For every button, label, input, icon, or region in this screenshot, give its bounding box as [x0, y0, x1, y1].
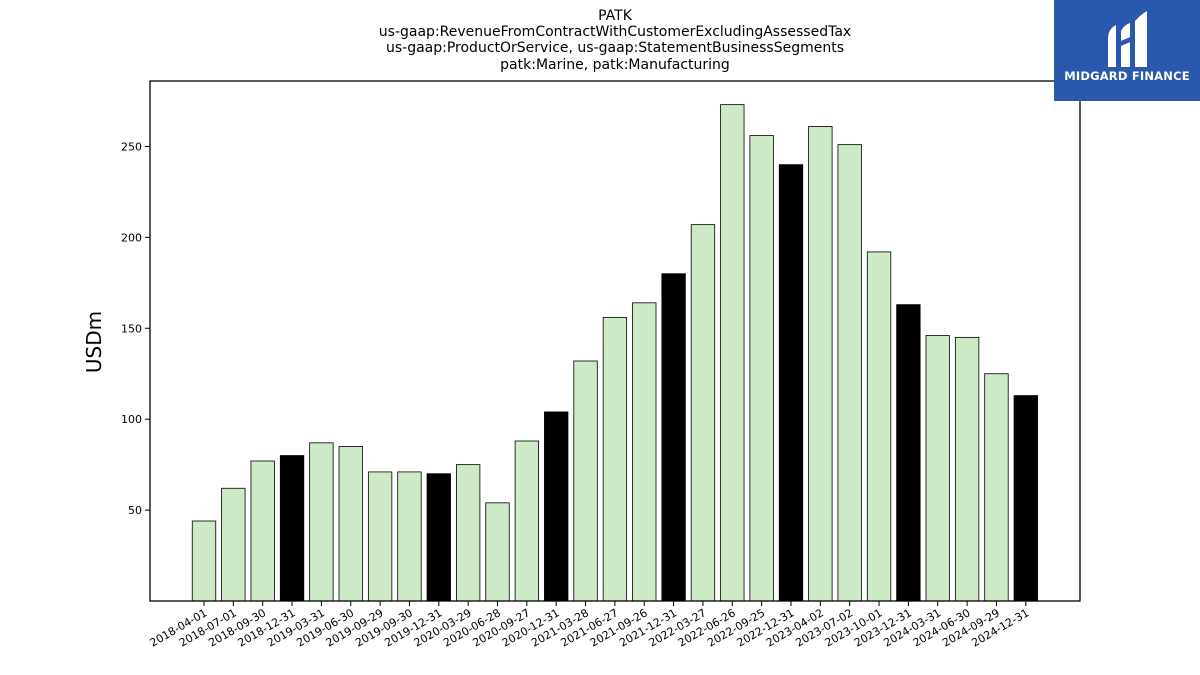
bar-2021-09-26 [632, 302, 657, 602]
bar-2021-06-27 [602, 316, 628, 602]
midgard-finance-logo: MIDGARD FINANCE [1054, 0, 1200, 101]
plot-frame [149, 80, 1081, 602]
bars [191, 104, 1038, 602]
bar-2018-12-31 [279, 455, 305, 602]
bar-2024-03-31 [925, 335, 950, 602]
bar-2019-09-29 [367, 471, 393, 602]
chart-title: PATK us-gaap:RevenueFromContractWithCust… [379, 8, 851, 73]
bar-2019-09-30 [397, 471, 422, 602]
y-axis-label: USDm [82, 311, 106, 373]
y-tick-label: 150 [121, 322, 142, 335]
y-tick-label: 250 [121, 140, 142, 153]
midgard-logo-icon [1108, 11, 1147, 67]
bar-2022-06-26 [720, 104, 745, 602]
bar-2018-07-01 [221, 487, 246, 602]
bar-2023-07-02 [837, 144, 862, 602]
bar-2024-12-31 [1013, 395, 1038, 602]
bar-2019-06-30 [338, 446, 363, 602]
bar-2020-03-29 [455, 464, 481, 602]
bar-2023-04-02 [808, 126, 833, 602]
title-line-1: PATK [598, 8, 633, 24]
y-tick-label: 200 [121, 231, 142, 244]
y-tick-label: 50 [128, 504, 142, 517]
bar-2023-10-01 [866, 251, 892, 602]
bar-2022-03-27 [690, 224, 716, 602]
y-tick-label: 100 [121, 413, 142, 426]
bar-2020-12-31 [544, 411, 569, 602]
y-axis: 50 100 150 200 250 [121, 140, 150, 517]
bar-2018-04-01 [191, 520, 217, 602]
title-line-3: us-gaap:ProductOrService, us-gaap:Statem… [386, 40, 844, 56]
bar-2018-09-30 [250, 460, 275, 602]
bar-2024-06-30 [954, 336, 980, 602]
x-axis: 2018-04-012018-07-012018-09-302018-12-31… [148, 601, 1031, 650]
title-line-2: us-gaap:RevenueFromContractWithCustomerE… [379, 24, 851, 40]
bar-2021-12-31 [661, 273, 686, 602]
bar-2024-09-29 [984, 373, 1009, 602]
title-line-4: patk:Marine, patk:Manufacturing [500, 57, 730, 73]
bar-2022-12-31 [778, 164, 804, 602]
bar-2022-09-25 [749, 135, 774, 602]
bar-2019-12-31 [426, 473, 451, 602]
bar-2021-03-28 [573, 360, 598, 602]
bar-2023-12-31 [896, 304, 921, 602]
bar-2020-09-27 [514, 440, 539, 602]
bar-2020-06-28 [485, 502, 510, 602]
bar-2019-03-31 [309, 442, 334, 602]
logo-text: MIDGARD FINANCE [1064, 69, 1190, 83]
